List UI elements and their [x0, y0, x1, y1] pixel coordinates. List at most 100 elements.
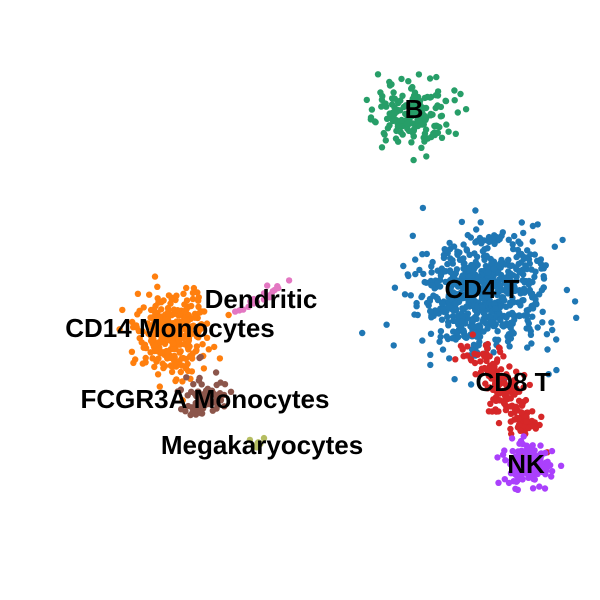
point-cd4-t	[488, 319, 496, 326]
point-cd4-t	[571, 298, 579, 305]
point-fcgr3a-monocytes	[174, 388, 181, 395]
point-nk	[527, 464, 534, 471]
point-b	[386, 110, 393, 117]
point-cd4-t	[517, 290, 524, 297]
point-cd8-t	[477, 358, 484, 365]
point-cd14-monocytes	[189, 355, 196, 362]
point-b	[415, 71, 423, 78]
point-cd8-t	[477, 369, 484, 376]
point-cd4-t	[439, 300, 446, 307]
point-cd4-t	[518, 219, 525, 226]
point-cd4-t	[479, 304, 486, 311]
point-b	[418, 144, 425, 151]
point-b	[452, 130, 459, 137]
point-fcgr3a-monocytes	[194, 388, 201, 395]
point-cd14-monocytes	[192, 348, 199, 355]
point-cd4-t	[472, 239, 479, 246]
point-cd14-monocytes	[184, 360, 191, 368]
point-cd14-monocytes	[180, 354, 187, 362]
point-b	[382, 137, 389, 144]
point-cd4-t	[559, 236, 566, 244]
point-cd4-t	[573, 314, 580, 321]
point-cd4-t	[442, 278, 449, 286]
point-nk	[548, 468, 556, 475]
point-cd4-t	[446, 355, 453, 362]
point-cd14-monocytes	[164, 348, 171, 355]
point-cd4-t	[512, 264, 520, 271]
point-b	[378, 144, 386, 151]
point-b	[462, 106, 470, 113]
point-cd4-t	[445, 303, 453, 311]
point-b	[434, 123, 441, 130]
point-cd4-t	[458, 218, 466, 226]
point-b	[377, 89, 384, 96]
point-cd4-t	[542, 262, 549, 269]
point-megakaryocytes	[253, 442, 260, 450]
point-cd4-t	[531, 273, 538, 281]
point-nk	[529, 485, 537, 492]
point-cd8-t	[467, 356, 474, 363]
point-cd4-t	[458, 318, 465, 325]
point-cd14-monocytes	[200, 365, 208, 372]
point-b	[398, 75, 405, 83]
point-cd4-t	[474, 329, 481, 337]
point-nk	[524, 448, 532, 455]
point-cd4-t	[390, 342, 397, 349]
point-b	[390, 89, 397, 96]
point-b	[386, 122, 393, 129]
point-cd14-monocytes	[188, 368, 196, 375]
point-cd14-monocytes	[147, 314, 154, 321]
point-b	[404, 125, 411, 132]
point-cd8-t	[507, 382, 515, 389]
point-cd4-t	[477, 219, 484, 226]
point-cd8-t	[492, 406, 499, 413]
point-cd4-t	[529, 313, 536, 320]
point-nk	[537, 442, 544, 449]
point-cd14-monocytes	[119, 306, 126, 314]
point-cd4-t	[531, 251, 538, 258]
point-fcgr3a-monocytes	[196, 354, 203, 362]
point-b	[371, 118, 378, 125]
point-nk	[536, 483, 543, 490]
point-b	[402, 102, 410, 109]
point-cd4-t	[473, 253, 481, 260]
point-b	[420, 121, 427, 128]
point-cd4-t	[460, 327, 467, 334]
point-b	[423, 153, 430, 160]
point-cd4-t	[484, 269, 492, 276]
point-dendritic	[245, 303, 252, 310]
point-b	[451, 97, 458, 104]
point-cd4-t	[490, 265, 498, 272]
point-fcgr3a-monocytes	[227, 388, 235, 395]
point-cd8-t	[501, 379, 508, 386]
point-b	[421, 112, 428, 120]
point-b	[451, 87, 458, 94]
point-cd4-t	[525, 320, 532, 327]
point-cd4-t	[405, 272, 412, 280]
point-nk	[511, 466, 518, 473]
point-cd4-t	[427, 351, 434, 358]
point-cd4-t	[505, 275, 512, 282]
point-b	[386, 78, 393, 86]
point-cd4-t	[469, 278, 476, 285]
point-cd4-t	[444, 260, 451, 268]
cluster-label-fcgr3a-monocytes: FCGR3A Monocytes	[81, 384, 330, 414]
point-cd14-monocytes	[164, 321, 171, 328]
point-cd4-t	[470, 317, 477, 324]
point-cd14-monocytes	[138, 339, 145, 346]
point-b	[380, 129, 387, 137]
point-cd4-t	[524, 247, 531, 254]
point-cd8-t	[459, 346, 466, 353]
point-cd8-t	[474, 351, 481, 358]
point-cd4-t	[539, 319, 546, 326]
point-cd14-monocytes	[158, 349, 165, 356]
point-cd4-t	[463, 246, 470, 253]
point-cd4-t	[549, 326, 556, 334]
point-cd4-t	[534, 257, 541, 264]
point-cd4-t	[470, 323, 478, 330]
point-cd4-t	[459, 284, 466, 291]
point-cd14-monocytes	[183, 297, 191, 304]
point-cd4-t	[476, 338, 483, 346]
point-cd4-t	[540, 273, 547, 280]
point-nk	[518, 463, 526, 471]
